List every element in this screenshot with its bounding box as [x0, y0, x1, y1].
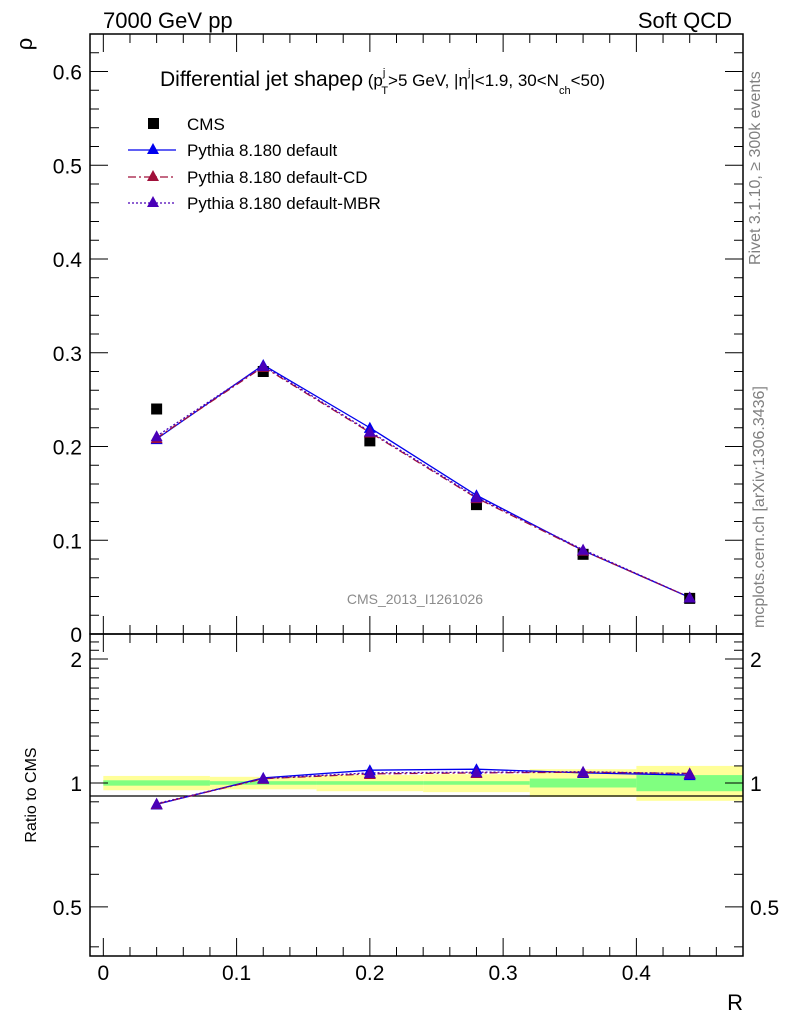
chart-title-pt-sup: j: [382, 67, 385, 79]
marker-default-mbr: [470, 491, 483, 503]
legend-marker-default-mbr: [147, 196, 159, 207]
chart-title: Differential jet shapeρ (pj T>5 GeV, |ηj|…: [160, 67, 605, 97]
ratio-y-tick-label-left: 2: [70, 649, 82, 672]
line-default-mbr: [156, 365, 690, 599]
x-tick-label: 0: [97, 962, 109, 985]
x-tick-label: 0.1: [222, 962, 251, 985]
analysis-watermark: CMS_2013_I1261026: [347, 591, 483, 607]
header-energy-label: 7000 GeV pp: [103, 8, 233, 33]
ratio-marker-default-mbr: [257, 772, 270, 784]
legend-label-default: Pythia 8.180 default: [187, 141, 338, 160]
mcplots-label: mcplots.cern.ch [arXiv:1306.3436]: [751, 386, 768, 628]
ratio-y-axis-label: Ratio to CMS: [23, 747, 40, 842]
ratio-frame: [89, 633, 744, 957]
ratio-line-default-cd: [156, 771, 690, 805]
main-y-tick-label: 0.6: [53, 62, 82, 85]
ratio-marker-default-mbr: [577, 765, 590, 777]
main-y-tick-label: 0.1: [53, 530, 82, 553]
line-default-cd: [156, 366, 690, 599]
chart-title-main: Differential jet shape: [160, 68, 351, 91]
ratio-band-inner: [529, 778, 637, 788]
ratio-panel: 0.5 0.5 1 1 2 2 0 0.1 0.2 0.3 0.4 Ratio to CMS R: [23, 633, 779, 1015]
y-axis-label: ρ: [12, 38, 37, 51]
ratio-marker-default-mbr: [363, 766, 376, 778]
ratio-ticks: [90, 634, 743, 956]
main-y-tick-labels: 0 0.1 0.2 0.3 0.4 0.5 0.6: [53, 62, 83, 648]
chart-title-cuts-close: <50): [571, 71, 606, 90]
ratio-line-default-mbr: [156, 771, 690, 805]
legend-label-default-cd: Pythia 8.180 default-CD: [187, 168, 368, 187]
line-default: [156, 364, 690, 599]
x-tick-label: 0.2: [355, 962, 384, 985]
ratio-y-tick-label-left: 0.5: [53, 897, 82, 920]
chart-title-nch-sub: ch: [559, 85, 571, 97]
marker-default-mbr: [257, 359, 270, 371]
ratio-uncertainty-bands: [103, 765, 743, 801]
main-y-tick-label: 0.5: [53, 155, 82, 178]
ratio-band-inner: [316, 781, 424, 785]
x-tick-label: 0.4: [622, 962, 652, 985]
marker-cms: [151, 403, 163, 415]
ratio-y-tick-label-left: 1: [70, 773, 82, 796]
x-tick-labels: 0 0.1 0.2 0.3 0.4: [97, 962, 651, 985]
chart-title-pt-sub: T: [381, 85, 388, 97]
marker-default-mbr: [577, 543, 590, 555]
header-process-label: Soft QCD: [638, 8, 732, 33]
ratio-y-tick-labels: 0.5 0.5 1 1 2 2: [53, 649, 779, 920]
legend-label-default-mbr: Pythia 8.180 default-MBR: [187, 194, 381, 213]
chart-title-rho: ρ: [351, 68, 363, 91]
main-y-tick-label: 0.4: [53, 249, 83, 272]
ratio-marker-default-mbr: [683, 767, 696, 779]
ratio-series-lines: [156, 768, 690, 806]
ratio-band-inner: [636, 775, 743, 792]
legend-label-cms: CMS: [187, 115, 225, 134]
chart-title-cuts-mid1: >5 GeV, |η: [388, 71, 468, 90]
marker-cms: [364, 435, 376, 447]
ratio-marker-default-mbr: [470, 766, 483, 778]
ratio-series-markers: [150, 763, 696, 810]
main-panel: 0 0.1 0.2 0.3 0.4 0.5 0.6 ρ Differential jet s…: [12, 33, 744, 648]
legend-marker-cms: [148, 118, 159, 129]
chart-title-cuts-mid2: |<1.9, 30<N: [470, 71, 559, 90]
rivet-version-label: Rivet 3.1.10, ≥ 300k events: [747, 71, 764, 265]
legend-marker-default-cd: [147, 170, 159, 181]
ratio-band-inner: [103, 780, 210, 786]
ratio-y-tick-label-right: 1: [750, 773, 762, 796]
marker-default-mbr: [150, 430, 163, 442]
x-tick-label: 0.3: [489, 962, 518, 985]
ratio-marker-default-mbr: [150, 797, 163, 809]
ratio-y-tick-label-right: 0.5: [750, 897, 779, 920]
main-y-tick-label: 0.3: [53, 343, 82, 366]
ratio-band-inner: [423, 781, 530, 785]
main-series-markers: [150, 358, 696, 604]
chart-title-eta-sup: j: [467, 67, 470, 79]
legend-marker-default: [147, 143, 159, 154]
ratio-y-tick-label-right: 2: [750, 649, 762, 672]
x-axis-label: R: [727, 990, 743, 1015]
main-ticks: [90, 33, 743, 635]
main-y-tick-label: 0: [70, 624, 82, 647]
main-series-lines: [156, 364, 690, 599]
marker-default-mbr: [683, 591, 696, 603]
marker-default-mbr: [363, 425, 376, 437]
marker-cms: [470, 499, 482, 511]
main-y-tick-label: 0.2: [53, 437, 82, 460]
chart-title-cuts-open: (p: [363, 71, 383, 90]
legend: CMS Pythia 8.180 default Pythia 8.180 de…: [128, 115, 381, 213]
